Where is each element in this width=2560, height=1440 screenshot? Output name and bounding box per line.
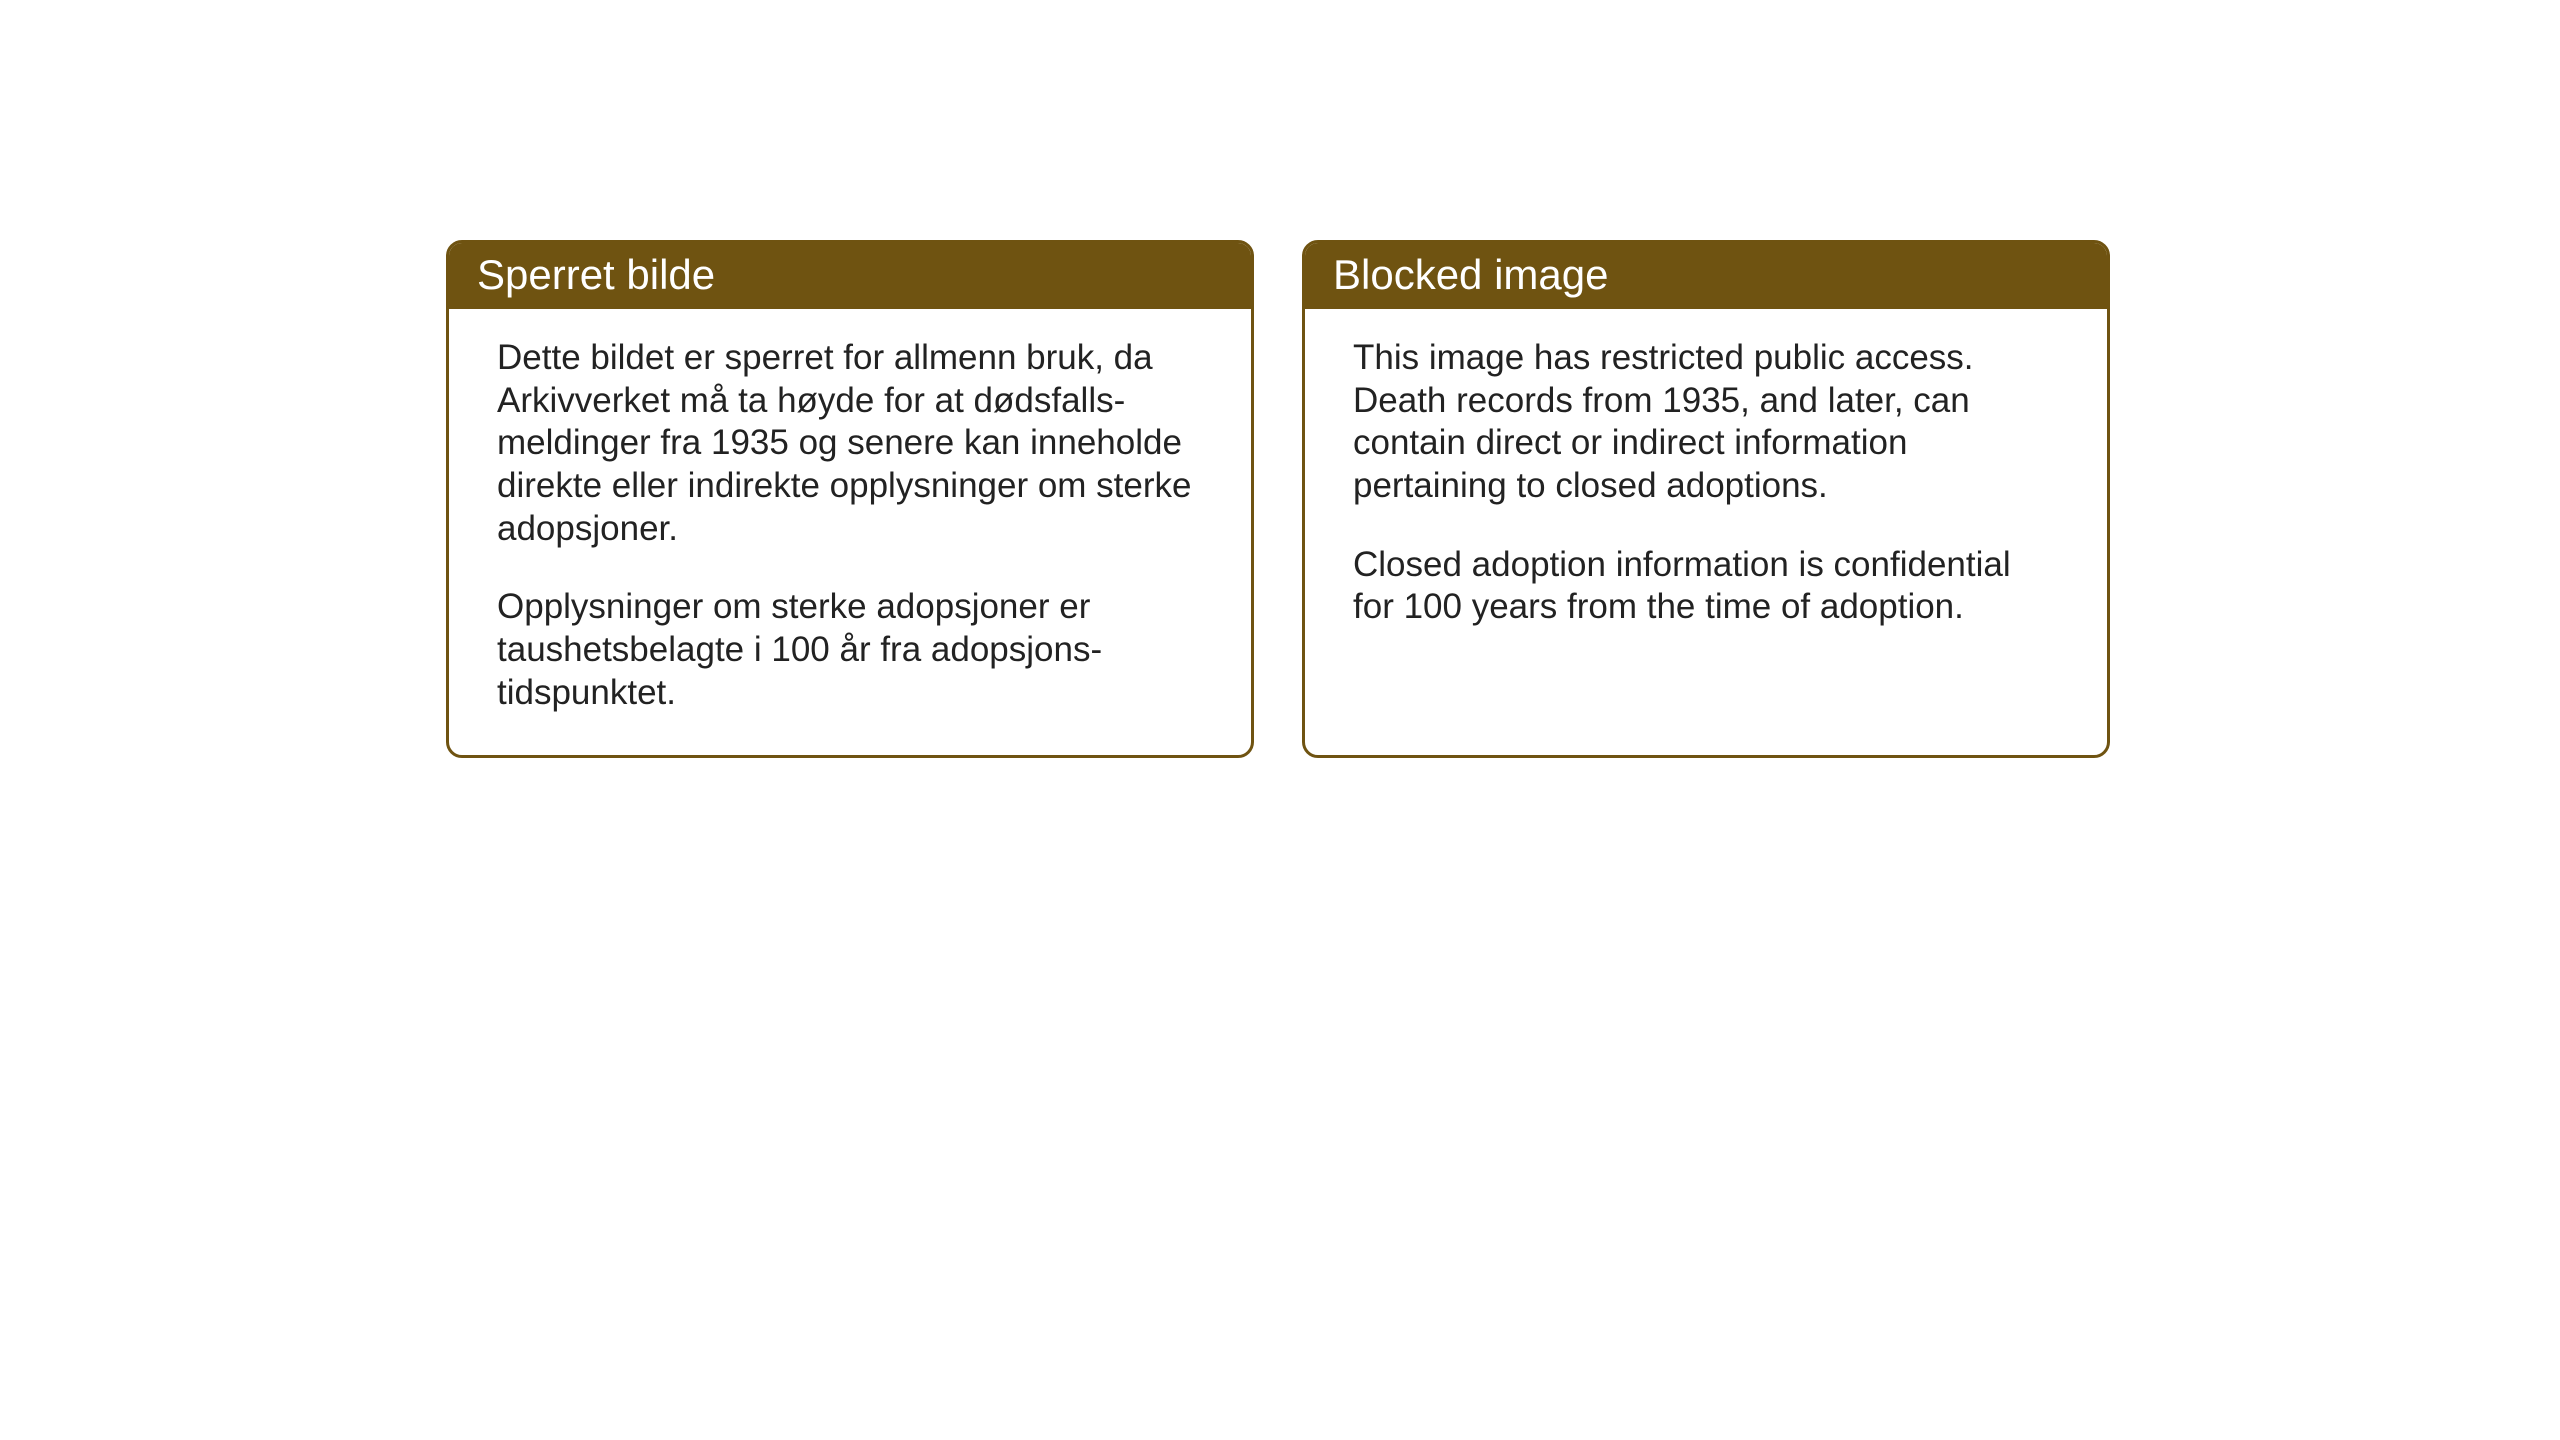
card-header-english: Blocked image <box>1305 243 2107 309</box>
card-body-norwegian: Dette bildet er sperret for allmenn bruk… <box>449 309 1251 755</box>
card-english: Blocked image This image has restricted … <box>1302 240 2110 758</box>
card-header-norwegian: Sperret bilde <box>449 243 1251 309</box>
card-norwegian: Sperret bilde Dette bildet er sperret fo… <box>446 240 1254 758</box>
card-paragraph: Opplysninger om sterke adopsjoner er tau… <box>497 586 1203 714</box>
card-paragraph: This image has restricted public access.… <box>1353 337 2059 508</box>
card-paragraph: Dette bildet er sperret for allmenn bruk… <box>497 337 1203 550</box>
card-body-english: This image has restricted public access.… <box>1305 309 2107 755</box>
cards-container: Sperret bilde Dette bildet er sperret fo… <box>446 240 2110 758</box>
card-paragraph: Closed adoption information is confident… <box>1353 544 2059 629</box>
